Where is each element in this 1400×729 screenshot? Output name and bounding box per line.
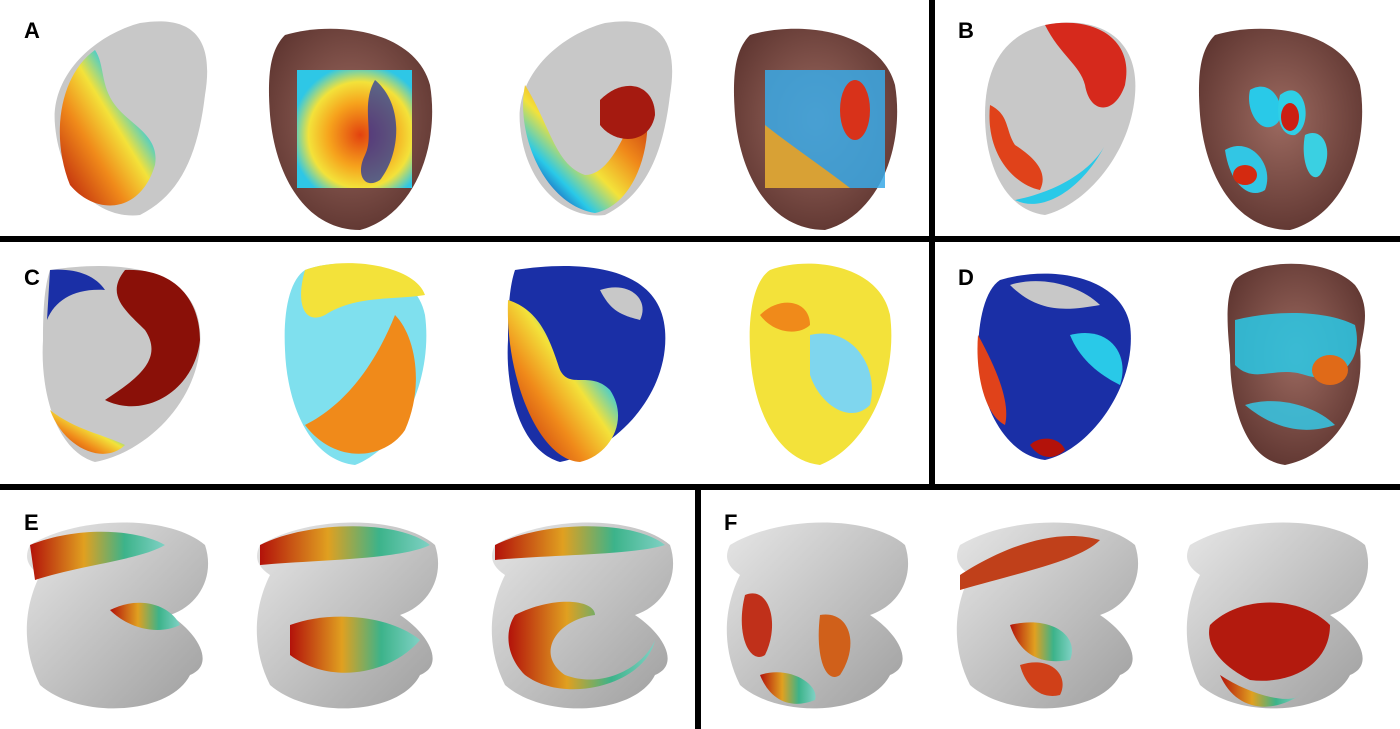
panel-c-optical-map-1 bbox=[275, 255, 435, 470]
panel-e-3d-3 bbox=[485, 515, 685, 720]
divider-vertical-bottom bbox=[695, 487, 701, 729]
panel-f-3d-3 bbox=[1180, 515, 1380, 720]
divider-vertical-top bbox=[929, 0, 935, 487]
panel-a-simulation-2 bbox=[505, 15, 685, 220]
panel-c-optical-map-2 bbox=[740, 255, 900, 470]
panel-d-simulation bbox=[970, 265, 1145, 465]
panel-b-simulation bbox=[975, 15, 1150, 220]
panel-c-simulation-2 bbox=[500, 260, 675, 465]
panel-label-e: E bbox=[24, 510, 39, 535]
panel-a-simulation-1 bbox=[40, 15, 220, 220]
panel-f-3d-2 bbox=[950, 515, 1150, 720]
panel-a-optical-map-2 bbox=[730, 25, 905, 235]
panel-b-optical-map bbox=[1195, 25, 1370, 235]
panel-e-3d-2 bbox=[250, 515, 450, 720]
panel-a-optical-map-1 bbox=[265, 25, 440, 235]
panel-label-b: B bbox=[958, 18, 974, 43]
panel-e-3d-1 bbox=[20, 515, 220, 720]
panel-label-d: D bbox=[958, 265, 974, 290]
panel-label-a: A bbox=[24, 18, 40, 43]
divider-horizontal-1 bbox=[0, 236, 1400, 242]
panel-label-c: C bbox=[24, 265, 40, 290]
panel-c-simulation-1 bbox=[35, 260, 210, 465]
panel-f-3d-1 bbox=[720, 515, 920, 720]
panel-label-f: F bbox=[724, 510, 738, 535]
panel-d-optical-map bbox=[1215, 255, 1375, 470]
